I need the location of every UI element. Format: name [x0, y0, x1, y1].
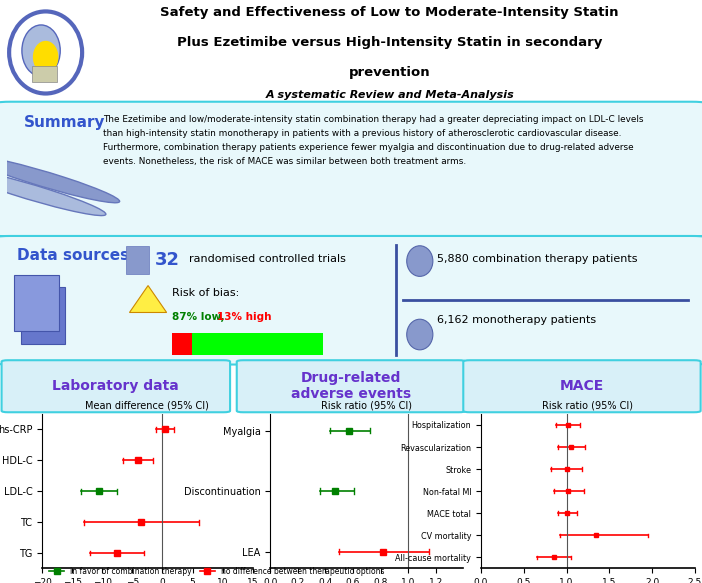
FancyBboxPatch shape [32, 65, 58, 82]
Text: MACE: MACE [559, 379, 604, 394]
Text: Summary: Summary [24, 115, 106, 130]
Legend: in favor of combination therapy, no difference between therapeutic options: in favor of combination therapy, no diff… [46, 564, 388, 579]
FancyBboxPatch shape [237, 360, 465, 412]
FancyBboxPatch shape [21, 287, 65, 344]
Text: Plus Ezetimibe versus High-Intensity Statin in secondary: Plus Ezetimibe versus High-Intensity Sta… [177, 36, 602, 48]
Text: 32: 32 [155, 251, 180, 269]
Ellipse shape [406, 319, 433, 350]
Ellipse shape [0, 168, 106, 216]
FancyBboxPatch shape [126, 246, 150, 273]
FancyBboxPatch shape [14, 275, 59, 332]
Title: Risk ratio (95% CI): Risk ratio (95% CI) [543, 401, 633, 410]
Text: 5,880 combination therapy patients: 5,880 combination therapy patients [437, 254, 637, 264]
Ellipse shape [406, 246, 433, 276]
Text: The Ezetimibe and low/moderate-intensity statin combination therapy had a greate: The Ezetimibe and low/moderate-intensity… [103, 115, 644, 166]
Polygon shape [129, 286, 166, 312]
Title: Mean difference (95% CI): Mean difference (95% CI) [86, 401, 209, 410]
Ellipse shape [33, 41, 58, 73]
Bar [172, 333, 192, 356]
FancyBboxPatch shape [0, 236, 702, 364]
FancyBboxPatch shape [463, 360, 701, 412]
Text: Data sources: Data sources [18, 248, 129, 262]
Text: 6,162 monotherapy patients: 6,162 monotherapy patients [437, 315, 596, 325]
FancyBboxPatch shape [0, 102, 702, 237]
Text: randomised controlled trials: randomised controlled trials [190, 254, 346, 264]
Text: Drug-related
adverse events: Drug-related adverse events [291, 371, 411, 401]
Text: 87% low,: 87% low, [172, 312, 225, 322]
Ellipse shape [22, 25, 60, 76]
Bar [192, 333, 324, 356]
Ellipse shape [0, 156, 119, 203]
FancyBboxPatch shape [1, 360, 230, 412]
Text: Safety and Effectiveness of Low to Moderate-Intensity Statin: Safety and Effectiveness of Low to Moder… [160, 6, 619, 19]
Text: prevention: prevention [349, 65, 430, 79]
Text: 13% high: 13% high [217, 312, 272, 322]
Text: Risk of bias:: Risk of bias: [172, 288, 239, 298]
Title: Risk ratio (95% CI): Risk ratio (95% CI) [322, 401, 412, 410]
Text: Laboratory data: Laboratory data [53, 379, 179, 394]
Text: A systematic Review and Meta-Analysis: A systematic Review and Meta-Analysis [265, 90, 514, 100]
